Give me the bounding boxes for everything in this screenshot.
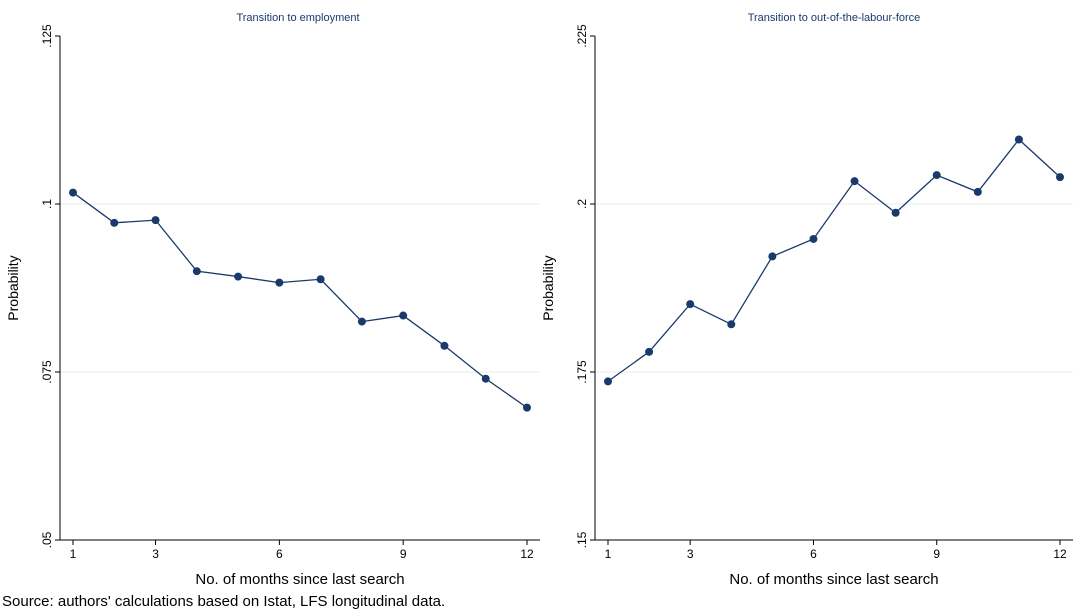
y-tick-label: .1 — [40, 199, 54, 209]
data-point — [234, 272, 243, 281]
data-point — [69, 188, 77, 197]
x-axis-title: No. of months since last search — [195, 571, 404, 588]
data-point — [523, 403, 531, 412]
data-point — [604, 377, 612, 386]
data-point — [481, 374, 490, 383]
x-tick-label: 3 — [152, 547, 159, 561]
y-tick-label: .225 — [575, 24, 589, 48]
y-tick-label: .075 — [40, 360, 54, 384]
y-axis-title: Probability — [540, 255, 556, 320]
data-point — [1014, 135, 1023, 144]
data-point — [973, 187, 982, 196]
data-point — [440, 341, 449, 350]
data-point — [192, 267, 201, 276]
x-tick-label: 12 — [520, 547, 534, 561]
data-point — [151, 216, 160, 225]
data-point — [316, 275, 325, 284]
data-point — [1056, 173, 1064, 182]
x-axis-title: No. of months since last search — [729, 571, 938, 588]
y-tick-label: .05 — [40, 531, 54, 548]
data-point — [275, 278, 284, 287]
x-tick-label: 9 — [400, 547, 407, 561]
data-point — [357, 317, 366, 326]
x-tick-label: 6 — [276, 547, 283, 561]
data-point — [727, 320, 736, 329]
series-line — [607, 138, 1061, 382]
x-tick-label: 1 — [70, 547, 77, 561]
data-point — [932, 171, 941, 180]
y-tick-label: .15 — [575, 531, 589, 548]
x-tick-label: 6 — [810, 547, 817, 561]
panel-1: Transition to employment .05 .075 .1 .125 1 3 6… — [5, 12, 540, 588]
data-point — [768, 252, 777, 261]
data-point — [809, 234, 818, 243]
data-point — [645, 347, 654, 356]
data-point — [686, 300, 695, 309]
panel-title: Transition to out-of-the-labour-force — [748, 12, 921, 24]
x-tick-label: 3 — [687, 547, 694, 561]
y-axis-title: Probability — [5, 255, 21, 320]
x-tick-label: 12 — [1053, 547, 1067, 561]
data-point — [891, 208, 900, 217]
panel-title: Transition to employment — [236, 12, 359, 24]
y-tick-label: .2 — [575, 199, 589, 209]
data-point — [110, 218, 119, 227]
panel-2: Transition to out-of-the-labour-force .15… — [540, 12, 1073, 588]
x-tick-label: 9 — [933, 547, 940, 561]
data-point — [399, 311, 408, 320]
y-tick-label: .175 — [575, 360, 589, 384]
source-note: Source: authors' calculations based on I… — [2, 593, 446, 610]
series-line — [72, 192, 528, 409]
data-point — [850, 177, 859, 186]
y-tick-label: .125 — [40, 24, 54, 48]
x-tick-label: 1 — [605, 547, 612, 561]
